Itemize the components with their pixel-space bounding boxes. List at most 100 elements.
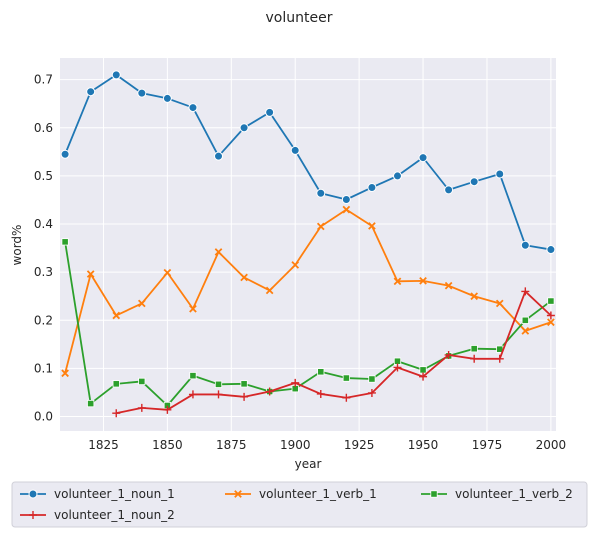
x-tick-label: 1875 <box>216 438 247 452</box>
data-point <box>367 388 376 397</box>
data-point <box>547 318 555 327</box>
data-point <box>419 277 427 285</box>
legend-label: volunteer_1_noun_2 <box>54 508 175 522</box>
x-axis: 1825 1850 1875 1900 1925 1950 1975 2000 <box>88 438 566 452</box>
legend-item: volunteer_1_noun_2 <box>20 508 175 522</box>
data-point <box>189 372 197 380</box>
data-point <box>470 354 479 363</box>
data-point <box>111 70 121 80</box>
data-point <box>546 311 555 320</box>
data-point <box>240 380 248 388</box>
chart-title: volunteer <box>266 10 333 26</box>
series-volunteer_1_noun_2 <box>112 287 555 418</box>
x-tick-label: 2000 <box>536 438 567 452</box>
data-point <box>162 93 172 103</box>
legend-label: volunteer_1_noun_1 <box>54 487 175 501</box>
data-point <box>291 378 300 387</box>
y-tick-label: 0.4 <box>34 217 53 231</box>
legend-item: volunteer_1_verb_1 <box>225 487 377 501</box>
legend-label: volunteer_1_verb_1 <box>259 487 377 501</box>
data-point <box>316 222 325 231</box>
data-point <box>137 403 146 412</box>
data-point <box>317 368 325 376</box>
data-point <box>240 273 248 282</box>
data-point <box>61 369 69 378</box>
data-point <box>367 182 377 192</box>
data-point <box>112 311 121 320</box>
data-point <box>138 377 146 386</box>
data-point <box>393 363 402 372</box>
data-point <box>265 387 274 396</box>
data-point <box>316 188 326 198</box>
data-point <box>240 392 249 401</box>
data-point <box>342 205 351 214</box>
y-tick-label: 0.2 <box>34 313 53 327</box>
data-point <box>392 171 402 181</box>
data-point <box>444 281 453 290</box>
data-point <box>419 366 427 374</box>
data-point <box>28 489 38 499</box>
legend-label: volunteer_1_verb_2 <box>455 487 573 501</box>
data-point <box>163 405 172 414</box>
data-point <box>444 185 454 195</box>
x-tick-label: 1825 <box>88 438 119 452</box>
x-tick-label: 1975 <box>472 438 503 452</box>
series-line <box>116 290 552 415</box>
data-point <box>470 345 478 353</box>
data-point <box>342 393 351 402</box>
data-point <box>342 374 350 382</box>
data-point <box>137 88 147 98</box>
data-point <box>430 490 438 498</box>
legend: volunteer_1_noun_1 volunteer_1_verb_1 volu… <box>11 481 588 528</box>
data-point <box>265 286 274 295</box>
x-tick-label: 1925 <box>344 438 375 452</box>
y-tick-label: 0.7 <box>34 73 53 87</box>
data-point <box>418 153 428 163</box>
y-tick-label: 0.3 <box>34 265 53 279</box>
data-point <box>163 268 172 277</box>
series-volunteer_1_verb_1 <box>61 205 555 378</box>
y-axis-title: word% <box>10 225 24 266</box>
data-point <box>316 389 325 398</box>
data-point <box>29 511 37 519</box>
data-point <box>341 194 351 204</box>
data-point <box>189 304 197 313</box>
data-point <box>290 145 300 155</box>
data-point <box>188 103 198 113</box>
data-point <box>60 149 70 159</box>
data-point <box>521 316 529 324</box>
data-point <box>61 238 69 246</box>
data-point <box>234 490 242 498</box>
y-tick-label: 0.1 <box>34 361 53 375</box>
data-point <box>419 372 428 381</box>
data-point <box>520 240 530 250</box>
data-point <box>521 287 530 296</box>
data-point <box>214 380 223 388</box>
y-axis: 0.0 0.1 0.2 0.3 0.4 0.5 0.6 0.7 <box>34 73 53 424</box>
data-point <box>87 399 95 408</box>
data-point <box>521 327 530 335</box>
data-point <box>214 390 223 399</box>
x-tick-label: 1900 <box>280 438 311 452</box>
grid-lines <box>60 58 556 431</box>
data-point <box>112 380 120 388</box>
y-tick-label: 0.0 <box>34 410 53 424</box>
data-point <box>393 357 402 365</box>
legend-item: volunteer_1_verb_2 <box>421 487 573 501</box>
data-point <box>470 292 479 301</box>
y-tick-label: 0.6 <box>34 121 53 135</box>
data-point <box>214 248 223 256</box>
data-point <box>547 297 555 305</box>
legend-item: volunteer_1_noun_1 <box>20 487 175 501</box>
data-point <box>86 87 96 97</box>
data-point <box>368 375 376 383</box>
data-point <box>444 350 453 359</box>
data-point <box>469 177 479 187</box>
data-point <box>214 151 224 161</box>
data-point <box>393 277 402 286</box>
data-point <box>137 299 146 308</box>
x-tick-label: 1850 <box>152 438 183 452</box>
series-line <box>64 241 552 407</box>
data-point <box>86 270 95 278</box>
data-point <box>495 299 504 308</box>
